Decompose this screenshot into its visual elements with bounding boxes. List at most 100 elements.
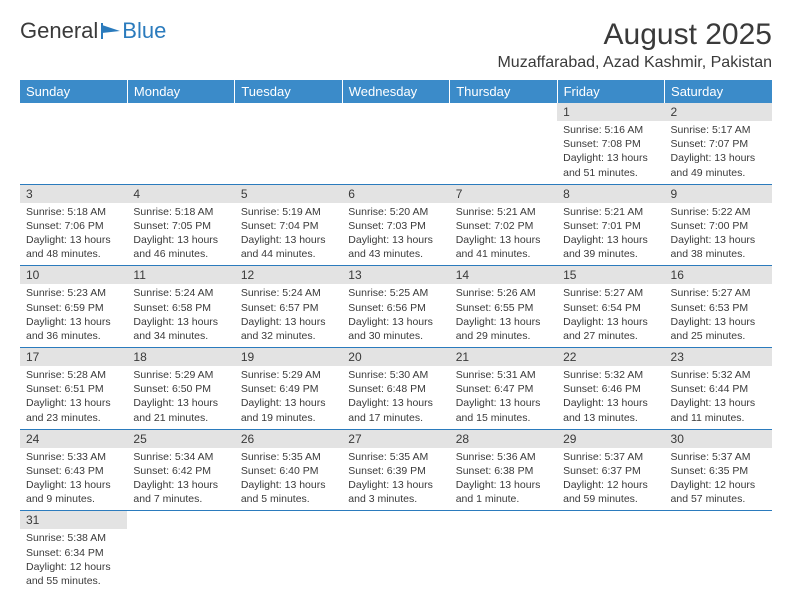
daylight-text-1: Daylight: 13 hours <box>671 396 766 410</box>
day-number-cell: 19 <box>235 348 342 367</box>
sunrise-text: Sunrise: 5:30 AM <box>348 368 443 382</box>
day-detail-cell: Sunrise: 5:32 AMSunset: 6:46 PMDaylight:… <box>557 366 664 429</box>
daylight-text-1: Daylight: 13 hours <box>133 478 228 492</box>
sunset-text: Sunset: 7:01 PM <box>563 219 658 233</box>
daylight-text-2: and 59 minutes. <box>563 492 658 506</box>
day-number-cell <box>342 103 449 121</box>
location-label: Muzaffarabad, Azad Kashmir, Pakistan <box>497 54 772 72</box>
sunset-text: Sunset: 6:59 PM <box>26 301 121 315</box>
day-detail-cell <box>342 529 449 592</box>
daylight-text-2: and 17 minutes. <box>348 411 443 425</box>
day-number-cell: 27 <box>342 429 449 448</box>
daylight-text-2: and 49 minutes. <box>671 166 766 180</box>
day-number-cell: 22 <box>557 348 664 367</box>
daylight-text-2: and 23 minutes. <box>26 411 121 425</box>
day-number-cell: 21 <box>450 348 557 367</box>
sunset-text: Sunset: 6:46 PM <box>563 382 658 396</box>
daylight-text-2: and 43 minutes. <box>348 247 443 261</box>
day-detail-cell <box>342 121 449 184</box>
daylight-text-2: and 19 minutes. <box>241 411 336 425</box>
day-header: Friday <box>557 80 664 103</box>
day-number-cell: 2 <box>665 103 772 121</box>
day-detail-row: Sunrise: 5:28 AMSunset: 6:51 PMDaylight:… <box>20 366 772 429</box>
sunset-text: Sunset: 6:42 PM <box>133 464 228 478</box>
daylight-text-1: Daylight: 13 hours <box>348 478 443 492</box>
day-number-cell: 13 <box>342 266 449 285</box>
day-detail-cell: Sunrise: 5:35 AMSunset: 6:39 PMDaylight:… <box>342 448 449 511</box>
day-number-cell: 9 <box>665 184 772 203</box>
brand-logo: General Blue <box>20 18 166 44</box>
day-number-row: 12 <box>20 103 772 121</box>
sunset-text: Sunset: 6:53 PM <box>671 301 766 315</box>
daylight-text-1: Daylight: 13 hours <box>348 396 443 410</box>
daylight-text-1: Daylight: 13 hours <box>456 478 551 492</box>
sunrise-text: Sunrise: 5:38 AM <box>26 531 121 545</box>
sunrise-text: Sunrise: 5:37 AM <box>563 450 658 464</box>
sunrise-text: Sunrise: 5:31 AM <box>456 368 551 382</box>
calendar-table: SundayMondayTuesdayWednesdayThursdayFrid… <box>20 80 772 592</box>
day-number-cell: 12 <box>235 266 342 285</box>
day-detail-cell: Sunrise: 5:20 AMSunset: 7:03 PMDaylight:… <box>342 203 449 266</box>
day-detail-row: Sunrise: 5:18 AMSunset: 7:06 PMDaylight:… <box>20 203 772 266</box>
day-number-cell: 20 <box>342 348 449 367</box>
daylight-text-2: and 48 minutes. <box>26 247 121 261</box>
sunset-text: Sunset: 6:57 PM <box>241 301 336 315</box>
day-detail-cell <box>235 121 342 184</box>
sunset-text: Sunset: 6:37 PM <box>563 464 658 478</box>
day-detail-cell: Sunrise: 5:35 AMSunset: 6:40 PMDaylight:… <box>235 448 342 511</box>
day-number-row: 17181920212223 <box>20 348 772 367</box>
day-detail-cell <box>665 529 772 592</box>
day-number-cell: 3 <box>20 184 127 203</box>
day-number-row: 3456789 <box>20 184 772 203</box>
daylight-text-1: Daylight: 13 hours <box>348 233 443 247</box>
daylight-text-1: Daylight: 12 hours <box>26 560 121 574</box>
sunset-text: Sunset: 6:43 PM <box>26 464 121 478</box>
daylight-text-2: and 5 minutes. <box>241 492 336 506</box>
daylight-text-1: Daylight: 13 hours <box>241 315 336 329</box>
sunset-text: Sunset: 7:00 PM <box>671 219 766 233</box>
sunrise-text: Sunrise: 5:24 AM <box>241 286 336 300</box>
day-detail-cell: Sunrise: 5:38 AMSunset: 6:34 PMDaylight:… <box>20 529 127 592</box>
sunset-text: Sunset: 6:34 PM <box>26 546 121 560</box>
day-detail-cell: Sunrise: 5:17 AMSunset: 7:07 PMDaylight:… <box>665 121 772 184</box>
sunset-text: Sunset: 7:08 PM <box>563 137 658 151</box>
day-number-cell: 8 <box>557 184 664 203</box>
day-number-cell: 6 <box>342 184 449 203</box>
daylight-text-1: Daylight: 13 hours <box>133 315 228 329</box>
daylight-text-2: and 9 minutes. <box>26 492 121 506</box>
day-number-cell: 31 <box>20 511 127 530</box>
day-number-cell: 23 <box>665 348 772 367</box>
day-detail-cell: Sunrise: 5:18 AMSunset: 7:05 PMDaylight:… <box>127 203 234 266</box>
daylight-text-2: and 1 minute. <box>456 492 551 506</box>
day-detail-cell: Sunrise: 5:29 AMSunset: 6:49 PMDaylight:… <box>235 366 342 429</box>
daylight-text-2: and 3 minutes. <box>348 492 443 506</box>
day-number-cell <box>665 511 772 530</box>
sunrise-text: Sunrise: 5:32 AM <box>671 368 766 382</box>
sunset-text: Sunset: 6:56 PM <box>348 301 443 315</box>
daylight-text-2: and 38 minutes. <box>671 247 766 261</box>
day-number-cell: 28 <box>450 429 557 448</box>
daylight-text-2: and 7 minutes. <box>133 492 228 506</box>
day-detail-cell <box>450 121 557 184</box>
sunset-text: Sunset: 6:49 PM <box>241 382 336 396</box>
daylight-text-1: Daylight: 13 hours <box>563 396 658 410</box>
day-detail-cell: Sunrise: 5:25 AMSunset: 6:56 PMDaylight:… <box>342 284 449 347</box>
day-detail-cell: Sunrise: 5:37 AMSunset: 6:37 PMDaylight:… <box>557 448 664 511</box>
daylight-text-1: Daylight: 12 hours <box>671 478 766 492</box>
day-number-cell: 26 <box>235 429 342 448</box>
daylight-text-1: Daylight: 13 hours <box>26 315 121 329</box>
daylight-text-1: Daylight: 13 hours <box>456 396 551 410</box>
day-number-cell <box>557 511 664 530</box>
day-header: Monday <box>127 80 234 103</box>
daylight-text-1: Daylight: 13 hours <box>26 233 121 247</box>
sunrise-text: Sunrise: 5:21 AM <box>456 205 551 219</box>
sunset-text: Sunset: 6:38 PM <box>456 464 551 478</box>
sunset-text: Sunset: 7:05 PM <box>133 219 228 233</box>
day-number-cell: 11 <box>127 266 234 285</box>
month-title: August 2025 <box>497 18 772 52</box>
day-number-cell <box>127 511 234 530</box>
day-detail-cell: Sunrise: 5:28 AMSunset: 6:51 PMDaylight:… <box>20 366 127 429</box>
sunset-text: Sunset: 6:50 PM <box>133 382 228 396</box>
sunrise-text: Sunrise: 5:18 AM <box>133 205 228 219</box>
daylight-text-2: and 21 minutes. <box>133 411 228 425</box>
